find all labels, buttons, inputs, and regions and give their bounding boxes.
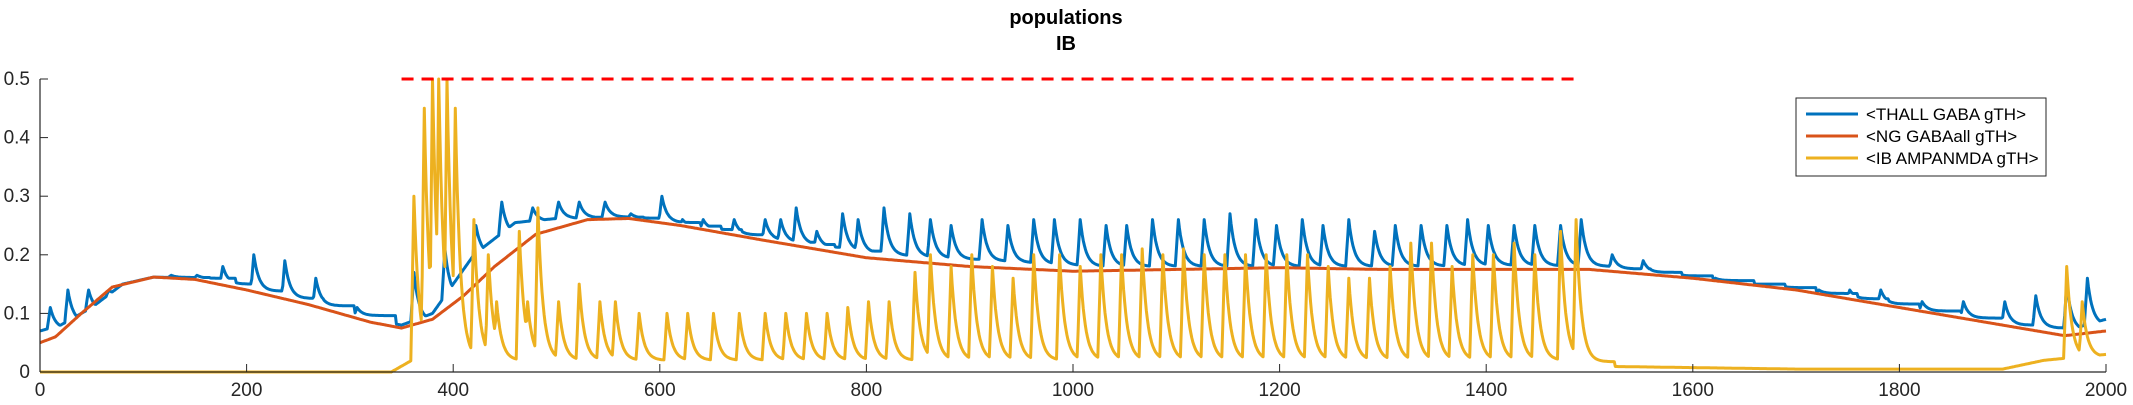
legend-label: <IB AMPANMDA gTH> [1866, 149, 2039, 168]
series-line-1 [39, 194, 2107, 333]
series-line-2 [39, 217, 2107, 345]
y-tick-label: 0.4 [4, 128, 31, 149]
legend: <THALL GABA gTH> <NG GABAall gTH> <IB AMPA… [1795, 97, 2047, 177]
y-tick-label: 0.1 [4, 303, 30, 324]
chart-title-line-2: IB [1056, 33, 1076, 55]
legend-label: <NG GABAall gTH> [1866, 127, 2017, 146]
chart-title-line-1: populations [1009, 7, 1122, 29]
x-tick-label: 400 [437, 380, 469, 400]
y-tick-label: 0.3 [4, 186, 30, 207]
y-tick-label: 0.5 [4, 69, 30, 90]
y-tick-label: 0.2 [4, 245, 30, 266]
x-tick-label: 1800 [1878, 380, 1920, 400]
x-tick-label: 1400 [1465, 380, 1507, 400]
x-tick-label: 600 [644, 380, 676, 400]
x-tick-label: 200 [231, 380, 263, 400]
legend-label: <THALL GABA gTH> [1866, 105, 2026, 124]
axes-layer: 0 200 400 600 800 1000 1200 1400 1600 1800 2000 0 0.… [4, 69, 2128, 401]
x-tick-label: 1200 [1258, 380, 1300, 400]
x-tick-label: 2000 [2085, 380, 2127, 400]
plot-area [40, 79, 2106, 372]
x-tick-label: 1600 [1672, 380, 1714, 400]
x-tick-label: 1000 [1052, 380, 1094, 400]
y-tick-label: 0 [19, 362, 30, 383]
x-tick-label: 0 [35, 380, 46, 400]
x-tick-label: 800 [851, 380, 883, 400]
